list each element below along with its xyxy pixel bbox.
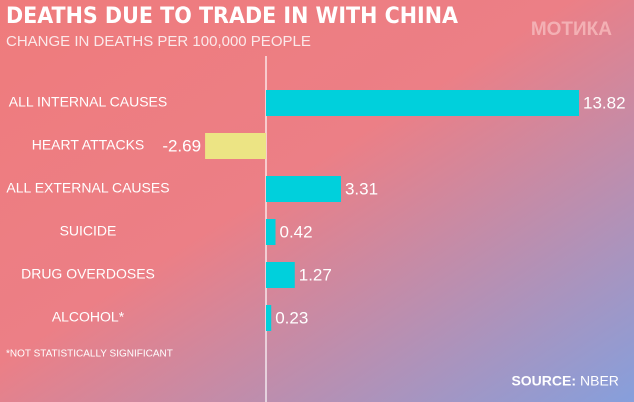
bar — [266, 176, 341, 202]
chart-title: DEATHS DUE TO TRADE IN WITH CHINA — [6, 4, 459, 29]
category-label: SUICIDE — [60, 223, 117, 239]
value-label: 0.23 — [275, 308, 308, 327]
chart-subtitle: CHANGE IN DEATHS PER 100,000 PEOPLE — [6, 33, 311, 50]
value-label: 0.42 — [280, 222, 313, 241]
bar — [266, 305, 272, 331]
bar — [266, 219, 276, 245]
value-label: 13.82 — [583, 93, 626, 112]
category-label: DRUG OVERDOSES — [21, 266, 155, 282]
bar — [266, 262, 295, 288]
bar — [205, 133, 266, 159]
value-label: 3.31 — [345, 179, 378, 198]
footnote: *NOT STATISTICALLY SIGNIFICANT — [6, 349, 173, 360]
category-label: ALCOHOL* — [52, 309, 125, 325]
value-label: -2.69 — [162, 136, 201, 155]
watermark: МОТИКА — [531, 19, 612, 40]
bar — [266, 90, 579, 116]
category-label: ALL EXTERNAL CAUSES — [6, 180, 169, 196]
source: NBER — [580, 373, 619, 389]
value-label: 1.27 — [299, 265, 332, 284]
source-label: SOURCE: — [511, 373, 576, 389]
category-label: HEART ATTACKS — [32, 137, 145, 153]
category-label: ALL INTERNAL CAUSES — [9, 94, 167, 110]
